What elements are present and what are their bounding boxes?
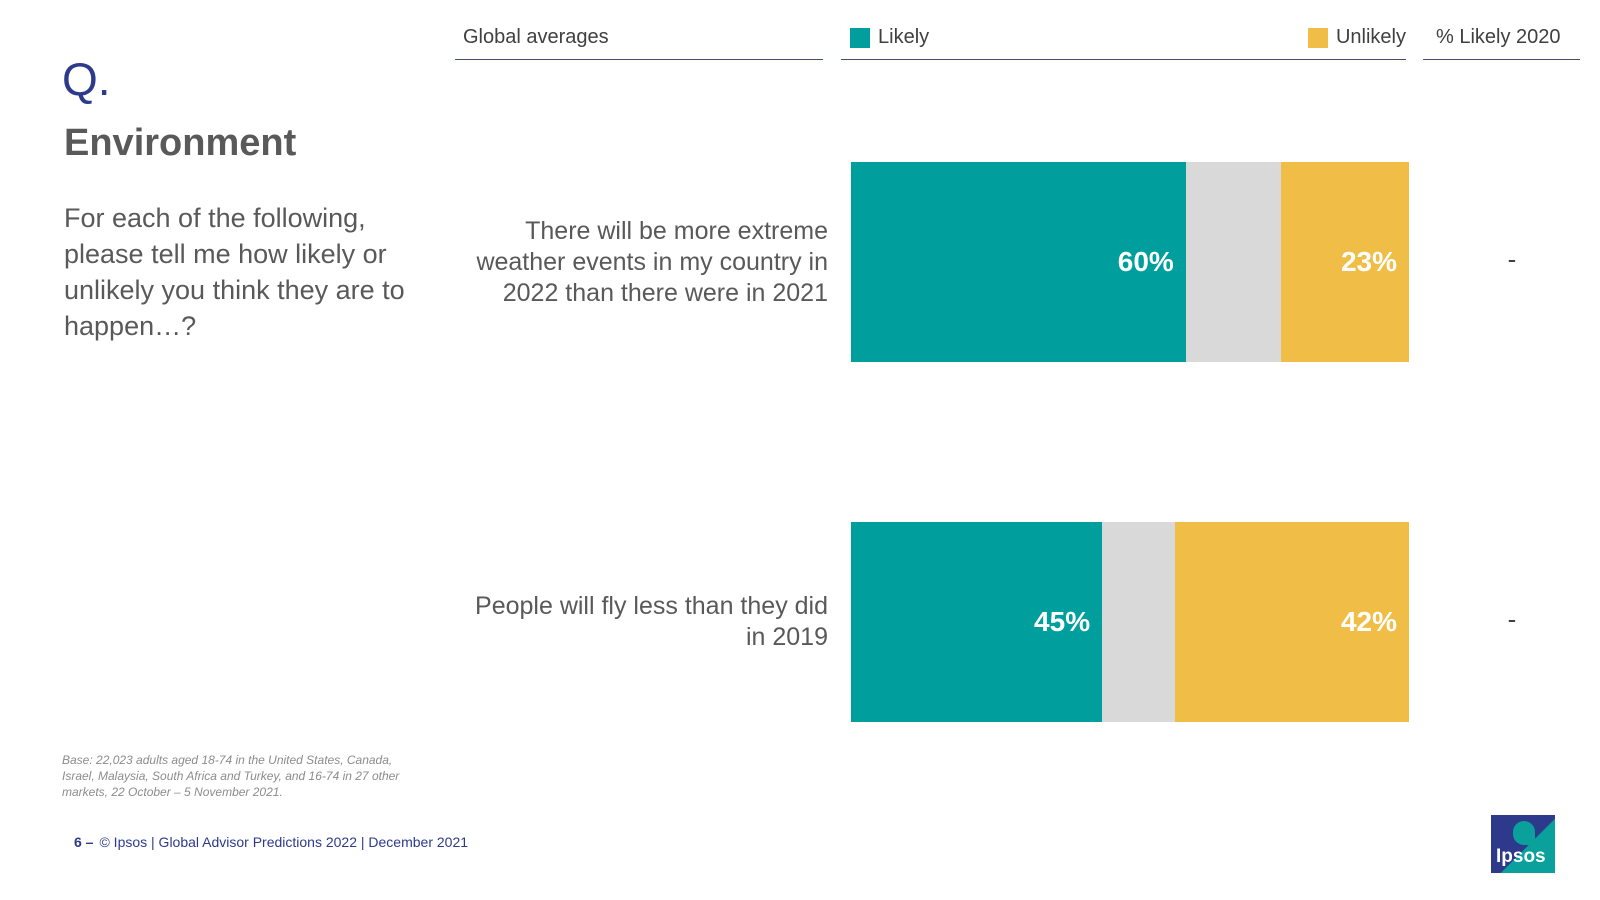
question-marker: Q. — [62, 53, 111, 105]
data-label: 45% — [1034, 606, 1091, 637]
header-global-averages: Global averages — [455, 26, 823, 60]
segment-neutral — [1185, 162, 1281, 362]
segment-likely: 45% — [851, 522, 1103, 722]
logo-text: Ipsos — [1496, 846, 1546, 867]
legend-label-likely: Likely — [878, 26, 930, 48]
ipsos-logo: Ipsos — [1491, 815, 1555, 873]
legend-swatch-likely — [850, 27, 870, 48]
question-text: For each of the following, please tell m… — [64, 203, 405, 341]
chart-legend: Likely Unlikely — [841, 26, 1406, 60]
bar-row: 45% 42% — [851, 522, 1409, 722]
page-title: Environment — [64, 122, 297, 164]
bar-row: 60% 23% — [851, 162, 1409, 362]
footer-text: © Ipsos | Global Advisor Predictions 202… — [99, 834, 469, 850]
page-number: 6 – — [74, 834, 94, 850]
statement-label: People will fly less than they did in 20… — [475, 592, 828, 651]
legend-item-unlikely: Unlikely — [1307, 26, 1406, 49]
header-global-averages-label: Global averages — [463, 26, 609, 48]
segment-neutral — [1102, 522, 1175, 722]
segment-unlikely: 42% — [1174, 522, 1409, 722]
segment-likely: 60% — [851, 162, 1186, 362]
footer: 6 – © Ipsos | Global Advisor Predictions … — [74, 834, 468, 850]
likely-2020-value: - — [1507, 244, 1517, 274]
data-label: 42% — [1340, 606, 1397, 637]
logo-head-icon — [1513, 821, 1535, 845]
legend-label-unlikely: Unlikely — [1335, 26, 1406, 48]
data-label: 60% — [1117, 246, 1174, 277]
legend-item-likely: Likely — [850, 26, 929, 49]
segment-unlikely: 23% — [1280, 162, 1409, 362]
data-label: 23% — [1340, 246, 1397, 277]
header-likely-2020: % Likely 2020 — [1423, 26, 1580, 60]
legend-swatch-unlikely — [1307, 27, 1328, 48]
likely-2020-value: - — [1507, 604, 1517, 634]
statement-label: There will be more extreme weather event… — [476, 216, 828, 307]
base-note: Base: 22,023 adults aged 18-74 in the Un… — [62, 753, 400, 799]
header-likely-2020-label: % Likely 2020 — [1436, 26, 1561, 48]
